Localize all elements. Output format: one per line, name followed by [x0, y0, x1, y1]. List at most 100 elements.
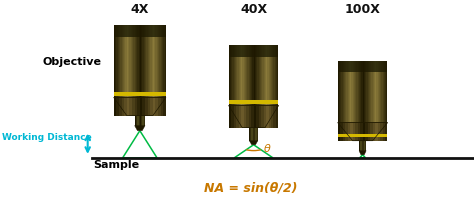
- Polygon shape: [117, 98, 119, 116]
- Polygon shape: [260, 46, 261, 58]
- Polygon shape: [135, 38, 136, 98]
- Polygon shape: [138, 116, 139, 126]
- Polygon shape: [114, 38, 115, 98]
- Polygon shape: [155, 98, 158, 116]
- Text: θ: θ: [264, 144, 271, 154]
- Polygon shape: [346, 62, 348, 73]
- Polygon shape: [380, 123, 383, 141]
- Polygon shape: [140, 38, 141, 98]
- Polygon shape: [271, 106, 273, 128]
- Polygon shape: [264, 58, 265, 106]
- Polygon shape: [268, 106, 271, 128]
- Polygon shape: [360, 123, 363, 141]
- Text: Sample: Sample: [93, 159, 139, 169]
- Polygon shape: [368, 123, 370, 141]
- Polygon shape: [114, 98, 117, 116]
- Polygon shape: [145, 26, 146, 38]
- Polygon shape: [114, 26, 115, 38]
- Polygon shape: [257, 128, 258, 141]
- Polygon shape: [356, 62, 358, 73]
- Polygon shape: [366, 73, 368, 123]
- Polygon shape: [145, 38, 146, 98]
- Polygon shape: [350, 62, 351, 73]
- Polygon shape: [244, 58, 245, 106]
- Polygon shape: [161, 26, 162, 38]
- Polygon shape: [340, 123, 343, 141]
- Polygon shape: [157, 26, 158, 38]
- Polygon shape: [341, 62, 343, 73]
- Polygon shape: [276, 46, 277, 58]
- Polygon shape: [345, 73, 346, 123]
- Polygon shape: [377, 123, 380, 141]
- Polygon shape: [363, 73, 364, 123]
- Polygon shape: [358, 123, 360, 141]
- Polygon shape: [266, 58, 267, 106]
- Polygon shape: [270, 46, 271, 58]
- Polygon shape: [262, 58, 264, 106]
- Polygon shape: [159, 26, 161, 38]
- Polygon shape: [142, 98, 145, 116]
- Polygon shape: [344, 73, 345, 123]
- Polygon shape: [255, 58, 256, 106]
- Polygon shape: [361, 141, 362, 151]
- Polygon shape: [162, 26, 163, 38]
- Polygon shape: [238, 46, 240, 58]
- Polygon shape: [355, 73, 356, 123]
- Text: 40X: 40X: [240, 3, 267, 16]
- Polygon shape: [275, 58, 276, 106]
- Polygon shape: [236, 106, 238, 128]
- Polygon shape: [235, 58, 236, 106]
- Polygon shape: [138, 38, 140, 98]
- Polygon shape: [261, 106, 264, 128]
- Polygon shape: [159, 38, 161, 98]
- Polygon shape: [137, 116, 138, 126]
- Text: NA = sin(θ/2): NA = sin(θ/2): [204, 181, 298, 194]
- Polygon shape: [154, 26, 155, 38]
- Polygon shape: [150, 38, 152, 98]
- Polygon shape: [375, 62, 376, 73]
- Polygon shape: [384, 73, 385, 123]
- Polygon shape: [241, 106, 244, 128]
- Polygon shape: [142, 38, 144, 98]
- Polygon shape: [339, 73, 340, 123]
- Polygon shape: [145, 98, 148, 116]
- Polygon shape: [240, 58, 241, 106]
- Polygon shape: [371, 62, 373, 73]
- Polygon shape: [277, 58, 279, 106]
- Polygon shape: [247, 46, 248, 58]
- Polygon shape: [348, 123, 350, 141]
- Polygon shape: [137, 98, 140, 116]
- Polygon shape: [267, 58, 268, 106]
- Polygon shape: [148, 38, 149, 98]
- Polygon shape: [360, 73, 361, 123]
- Polygon shape: [163, 98, 166, 116]
- Polygon shape: [127, 98, 129, 116]
- Polygon shape: [137, 26, 138, 38]
- Polygon shape: [259, 58, 260, 106]
- Polygon shape: [236, 58, 237, 106]
- Polygon shape: [261, 46, 262, 58]
- Polygon shape: [267, 46, 268, 58]
- Polygon shape: [273, 106, 276, 128]
- Polygon shape: [265, 46, 266, 58]
- Polygon shape: [359, 141, 360, 151]
- Polygon shape: [141, 38, 142, 98]
- Polygon shape: [135, 126, 145, 131]
- Polygon shape: [265, 58, 266, 106]
- Polygon shape: [344, 62, 345, 73]
- Polygon shape: [144, 38, 145, 98]
- Text: 100X: 100X: [345, 3, 381, 16]
- Polygon shape: [237, 46, 238, 58]
- Polygon shape: [123, 38, 124, 98]
- Polygon shape: [257, 46, 259, 58]
- Polygon shape: [135, 116, 136, 126]
- Polygon shape: [242, 46, 244, 58]
- Polygon shape: [374, 62, 375, 73]
- Polygon shape: [149, 38, 150, 98]
- Polygon shape: [136, 26, 137, 38]
- Polygon shape: [114, 93, 166, 96]
- Polygon shape: [341, 73, 343, 123]
- Polygon shape: [337, 123, 340, 141]
- Polygon shape: [254, 58, 255, 106]
- Polygon shape: [231, 58, 232, 106]
